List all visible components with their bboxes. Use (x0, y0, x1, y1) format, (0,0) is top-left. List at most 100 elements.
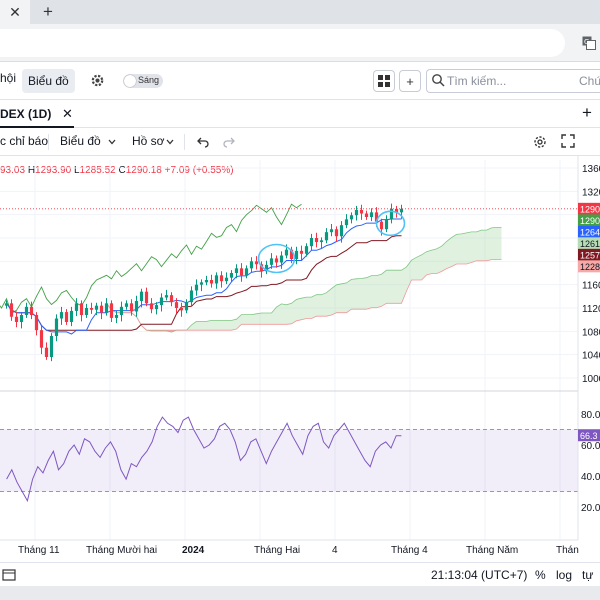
indicators-button[interactable]: c chỉ báo (0, 134, 49, 148)
cloud-segment (291, 299, 297, 324)
cloud-segment (296, 298, 302, 321)
candle-body (19, 315, 24, 322)
candles (4, 203, 404, 362)
price-axis[interactable]: 1360132012801240120011601120108010401000… (577, 156, 600, 560)
add-chart-button[interactable]: + (399, 70, 421, 92)
price-badge-label: 1257 (580, 250, 600, 260)
price-tick-label: 1080 (582, 327, 600, 338)
candle-body (249, 261, 254, 269)
log-toggle[interactable]: log (556, 568, 573, 582)
price-badge (578, 260, 600, 273)
cloud-segment (451, 234, 457, 267)
percent-toggle[interactable]: % (535, 568, 546, 582)
chart-tab-row: DEX (1D) ✕ + (0, 100, 600, 128)
cloud-segment (286, 303, 292, 325)
browser-address-bar: G (0, 24, 600, 62)
address-field[interactable] (0, 29, 565, 57)
time-tick-label: Tháng 4 (391, 545, 428, 556)
chart-settings-gear-icon[interactable] (532, 134, 548, 150)
candle-body (184, 302, 189, 311)
grid-icon (378, 75, 390, 87)
browser-tab[interactable]: ✕ (0, 0, 30, 24)
cloud-segment (321, 292, 327, 317)
cloud-segment (311, 294, 317, 319)
theme-toggle-label: Sáng (138, 75, 160, 85)
candle-body (94, 305, 99, 310)
cloud-segment (231, 319, 237, 331)
chart-tab-close-icon[interactable]: ✕ (62, 106, 73, 121)
translate-icon[interactable]: G (582, 36, 596, 50)
redo-icon[interactable] (222, 135, 236, 149)
candle-body (104, 303, 109, 313)
search-box[interactable]: Tìm kiếm... Chứ (426, 69, 600, 93)
candle-body (214, 275, 219, 284)
rsi-tick-label: 20.00 (581, 503, 600, 514)
menu-partial-right[interactable]: Chứ (579, 74, 600, 88)
candle-body (244, 268, 249, 276)
add-chart-tab-button[interactable]: + (582, 103, 592, 122)
drawing-annotations[interactable] (257, 210, 406, 274)
chart-tab[interactable]: DEX (1D) ✕ (0, 100, 74, 128)
chevron-down-icon (108, 139, 116, 145)
candle-body (289, 249, 294, 259)
candle-body (189, 290, 194, 303)
new-tab-button[interactable]: + (43, 2, 53, 21)
candle-body (124, 303, 129, 307)
candle-body (229, 273, 234, 278)
menu-partial-left[interactable]: hội (0, 71, 17, 85)
cloud-segment (371, 275, 377, 308)
rsi-tick-label: 60.00 (581, 441, 600, 452)
price-chart[interactable]: 1360132012801240120011601120108010401000… (0, 156, 600, 560)
cloud-segment (226, 320, 232, 331)
cloud-segment (211, 320, 217, 331)
candle-body (34, 315, 39, 331)
candle-body (154, 305, 159, 310)
undo-icon[interactable] (196, 135, 210, 149)
close-key: C (118, 165, 126, 176)
tab-close-icon[interactable]: ✕ (9, 3, 21, 20)
app-toolbar: hội Biểu đồ Sáng + Tìm kiếm... Chứ (0, 62, 600, 100)
chart-button[interactable]: Biểu đồ (22, 69, 75, 93)
theme-toggle[interactable]: Sáng (123, 74, 163, 88)
chart-type-button[interactable]: Biểu đồ (60, 134, 101, 148)
cloud-segment (361, 277, 367, 310)
layout-grid-button[interactable] (373, 70, 395, 92)
price-badge (578, 248, 600, 261)
candle-body (39, 330, 44, 348)
candle-body (384, 219, 389, 230)
rsi-axis[interactable]: 80.00 60.00 40.00 20.00 66.3 (578, 410, 600, 514)
search-icon (432, 74, 445, 87)
time-tick-label: Tháng Mười hai (86, 545, 157, 556)
candle-body (264, 264, 269, 272)
cloud-segment (196, 321, 202, 331)
cloud-segment (281, 303, 287, 325)
date-range-icon[interactable] (2, 568, 16, 582)
candle-body (9, 303, 14, 317)
candle-body (349, 215, 354, 220)
candle-body (149, 303, 154, 310)
cloud-segment (496, 227, 502, 260)
candle-body (274, 258, 279, 263)
price-badge-label: 1290 (580, 216, 600, 226)
timezone-clock[interactable]: 21:13:04 (UTC+7) (431, 568, 528, 582)
rsi-band (0, 429, 578, 492)
time-tick-label: Tháng 11 (18, 545, 60, 556)
auto-toggle[interactable]: tự (582, 568, 594, 582)
time-axis[interactable]: Tháng 11 Tháng Mười hai 2024 Tháng Hai 4 Thán… (0, 539, 579, 556)
time-tick-label: 2024 (182, 545, 205, 556)
divider (184, 134, 185, 150)
fullscreen-icon[interactable] (561, 134, 575, 148)
profile-button[interactable]: Hồ sơ (132, 134, 165, 148)
price-badge (578, 214, 600, 227)
candle-body (224, 277, 229, 282)
cloud-segment (456, 233, 462, 264)
chevron-down-icon (166, 139, 174, 145)
cloud-segment (416, 254, 422, 280)
settings-gear-icon[interactable] (90, 73, 105, 88)
price-badge (578, 237, 600, 250)
cloud-segment (216, 320, 222, 331)
divider (48, 134, 49, 150)
cloud-segment (306, 297, 312, 319)
candle-body (164, 295, 169, 298)
candle-body (314, 238, 319, 243)
